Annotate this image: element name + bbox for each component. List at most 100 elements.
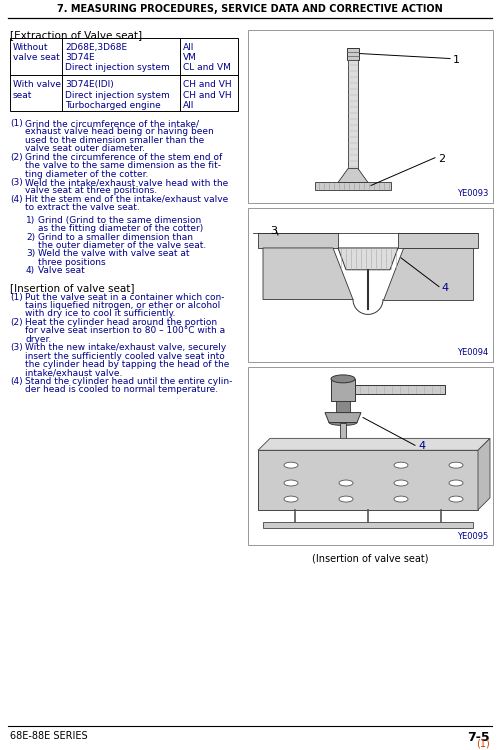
Ellipse shape (339, 496, 353, 502)
Text: der head is cooled to normal temperature.: der head is cooled to normal temperature… (25, 386, 218, 394)
Text: valve seat outer diameter.: valve seat outer diameter. (25, 144, 145, 153)
Text: Grind the circumference of the stem end of: Grind the circumference of the stem end … (25, 153, 222, 162)
Text: used to the dimension smaller than the: used to the dimension smaller than the (25, 136, 204, 145)
Polygon shape (478, 439, 490, 510)
Text: 2: 2 (438, 154, 445, 164)
Text: Hit the stem end of the intake/exhaust valve: Hit the stem end of the intake/exhaust v… (25, 195, 228, 204)
Text: YE0094: YE0094 (457, 348, 488, 357)
Polygon shape (340, 422, 346, 450)
Text: tains liquefied nitrogen, or ether or alcohol: tains liquefied nitrogen, or ether or al… (25, 301, 220, 310)
Text: Weld the valve with valve seat at: Weld the valve with valve seat at (38, 250, 190, 259)
Bar (10, 38, 238, 111)
Polygon shape (336, 400, 350, 412)
Text: 3D74E: 3D74E (65, 53, 94, 62)
Text: (2): (2) (10, 153, 22, 162)
Text: 4: 4 (418, 441, 425, 452)
Text: Grind to a smaller dimension than: Grind to a smaller dimension than (38, 232, 193, 242)
Text: 1): 1) (26, 216, 35, 225)
Ellipse shape (331, 375, 355, 382)
Polygon shape (258, 450, 478, 510)
Text: the valve to the same dimension as the fit-: the valve to the same dimension as the f… (25, 161, 221, 170)
Text: 3D74E(IDI): 3D74E(IDI) (65, 80, 114, 89)
Text: With valve
seat: With valve seat (13, 80, 61, 100)
Text: insert the sufficiently cooled valve seat into: insert the sufficiently cooled valve sea… (25, 352, 225, 361)
Ellipse shape (284, 496, 298, 502)
Text: (3): (3) (10, 344, 23, 352)
Polygon shape (258, 233, 338, 248)
Text: Valve seat: Valve seat (38, 266, 85, 275)
Ellipse shape (449, 496, 463, 502)
Ellipse shape (329, 419, 357, 425)
Text: VM: VM (183, 53, 197, 62)
Text: Direct injection system: Direct injection system (65, 64, 170, 73)
Text: three positions: three positions (38, 258, 106, 267)
Text: exhaust valve head being or having been: exhaust valve head being or having been (25, 128, 214, 136)
Ellipse shape (449, 462, 463, 468)
Text: CL and VM: CL and VM (183, 64, 231, 73)
Text: (3): (3) (10, 178, 23, 187)
Polygon shape (383, 248, 473, 299)
Text: YE0093: YE0093 (456, 189, 488, 198)
Text: 1: 1 (453, 55, 460, 64)
Text: CH and VH: CH and VH (183, 80, 232, 89)
Text: ting diameter of the cotter.: ting diameter of the cotter. (25, 170, 148, 178)
Text: Turbocharged engine: Turbocharged engine (65, 101, 161, 110)
Text: (2): (2) (10, 318, 22, 327)
Text: dryer.: dryer. (25, 334, 52, 344)
Text: 7-5: 7-5 (468, 731, 490, 744)
Ellipse shape (394, 480, 408, 486)
Text: All: All (183, 101, 194, 110)
Text: 3: 3 (270, 226, 277, 236)
Ellipse shape (449, 480, 463, 486)
Polygon shape (355, 386, 445, 394)
Bar (347, 47, 359, 59)
Text: 2D68E,3D68E: 2D68E,3D68E (65, 43, 127, 52)
Polygon shape (338, 169, 368, 182)
Polygon shape (338, 248, 398, 270)
Text: to extract the valve seat.: to extract the valve seat. (25, 203, 140, 212)
Text: CH and VH: CH and VH (183, 91, 232, 100)
Text: (Insertion of valve seat): (Insertion of valve seat) (312, 554, 428, 563)
Text: Stand the cylinder head until the entire cylin-: Stand the cylinder head until the entire… (25, 377, 233, 386)
Text: as the fitting diameter of the cotter): as the fitting diameter of the cotter) (38, 224, 203, 233)
Polygon shape (263, 248, 353, 299)
Text: All: All (183, 43, 194, 52)
Polygon shape (398, 233, 478, 248)
Text: Grind (Grind to the same dimension: Grind (Grind to the same dimension (38, 216, 201, 225)
Text: [Extraction of Valve seat]: [Extraction of Valve seat] (10, 30, 142, 40)
Bar (248, 209, 493, 362)
Text: 2): 2) (26, 232, 35, 242)
Text: (4): (4) (10, 377, 22, 386)
Ellipse shape (284, 462, 298, 468)
Polygon shape (315, 182, 391, 190)
Polygon shape (263, 522, 473, 528)
Text: 4): 4) (26, 266, 35, 275)
Bar (248, 30, 493, 203)
Text: intake/exhaust valve.: intake/exhaust valve. (25, 368, 122, 377)
Text: 68E-88E SERIES: 68E-88E SERIES (10, 731, 88, 741)
Bar (248, 367, 493, 545)
Text: [Insertion of valve seat]: [Insertion of valve seat] (10, 283, 134, 292)
Polygon shape (258, 439, 490, 450)
Bar (331, 379, 355, 400)
Text: for valve seat insertion to 80 – 100°C with a: for valve seat insertion to 80 – 100°C w… (25, 326, 225, 335)
Ellipse shape (284, 480, 298, 486)
Text: with dry ice to cool it sufficiently.: with dry ice to cool it sufficiently. (25, 310, 176, 319)
Text: Without
valve seat: Without valve seat (13, 43, 60, 62)
Text: 3): 3) (26, 250, 35, 259)
Text: Grind the circumference of the intake/: Grind the circumference of the intake/ (25, 119, 199, 128)
Ellipse shape (339, 480, 353, 486)
Text: valve seat at three positions.: valve seat at three positions. (25, 187, 157, 196)
Ellipse shape (394, 496, 408, 502)
Text: 4: 4 (441, 283, 448, 292)
Text: With the new intake/exhaust valve, securely: With the new intake/exhaust valve, secur… (25, 344, 226, 352)
Text: (1): (1) (10, 119, 23, 128)
Text: Heat the cylinder head around the portion: Heat the cylinder head around the portio… (25, 318, 217, 327)
Bar (348, 59, 358, 169)
Text: the cylinder head by tapping the head of the: the cylinder head by tapping the head of… (25, 360, 230, 369)
Text: 7. MEASURING PROCEDURES, SERVICE DATA AND CORRECTIVE ACTION: 7. MEASURING PROCEDURES, SERVICE DATA AN… (57, 4, 443, 14)
Polygon shape (325, 413, 361, 422)
Text: (1): (1) (10, 292, 23, 302)
Text: Direct injection system: Direct injection system (65, 91, 170, 100)
Text: the outer diameter of the valve seat.: the outer diameter of the valve seat. (38, 241, 206, 250)
